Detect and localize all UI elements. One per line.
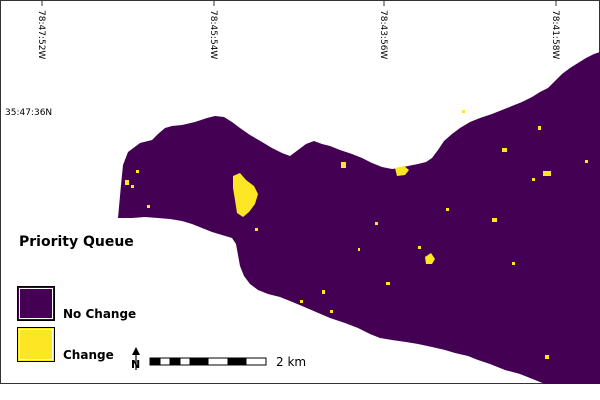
legend-label-no-change: No Change bbox=[63, 307, 137, 321]
legend-item-change: Change bbox=[17, 327, 114, 362]
legend-swatch-no-change bbox=[17, 286, 55, 321]
north-arrow-label: N bbox=[131, 358, 140, 371]
longitude-label: 78:41:58W bbox=[550, 10, 560, 59]
legend-item-no-change: No Change bbox=[17, 286, 136, 321]
longitude-ticks bbox=[41, 0, 557, 6]
legend-title: Priority Queue bbox=[19, 234, 134, 250]
study-region bbox=[118, 52, 600, 384]
latitude-label: 35:47:36N bbox=[5, 108, 52, 118]
north-arrow-icon: N bbox=[131, 347, 140, 371]
scale-bar bbox=[149, 357, 267, 366]
scale-bar-label: 2 km bbox=[276, 355, 307, 369]
legend-swatch-change bbox=[17, 327, 55, 362]
legend-label-change: Change bbox=[63, 348, 114, 362]
longitude-label: 78:45:54W bbox=[208, 10, 218, 59]
change-areas bbox=[125, 110, 588, 359]
longitude-label: 78:43:56W bbox=[378, 10, 388, 59]
longitude-label: 78:47:52W bbox=[36, 10, 46, 59]
